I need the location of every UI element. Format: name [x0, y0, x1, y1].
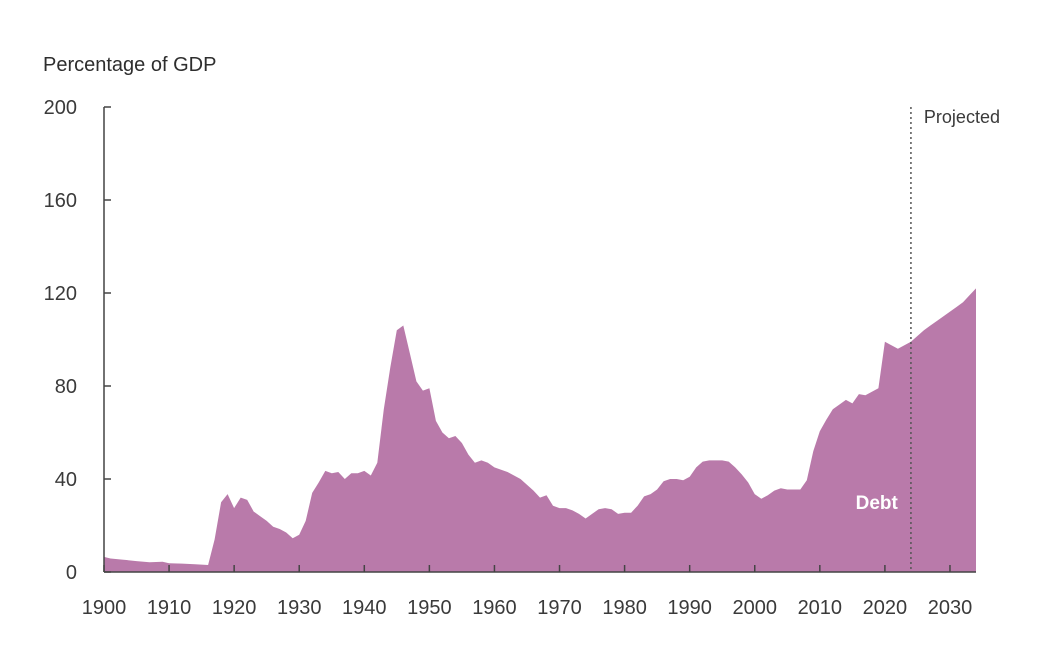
x-tick-label: 1930 [277, 597, 322, 619]
axis-layer [103, 107, 976, 573]
x-tick-label: 2000 [732, 597, 777, 619]
y-tick-label: 0 [66, 562, 77, 584]
annotation-layer: Projected Debt [856, 107, 1000, 572]
y-axis-title: Percentage of GDP [43, 54, 217, 76]
x-tick-label: 2020 [863, 597, 908, 619]
y-tick-label: 160 [44, 190, 77, 212]
x-tick-label: 1950 [407, 597, 452, 619]
x-tick-label: 2030 [928, 597, 973, 619]
x-tick-label: 1960 [472, 597, 517, 619]
y-tick-label: 200 [44, 97, 77, 119]
series-label-debt: Debt [856, 493, 899, 514]
x-tick-label: 1920 [212, 597, 257, 619]
y-tick-label: 40 [55, 469, 77, 491]
x-tick-label: 1910 [147, 597, 192, 619]
debt-area [104, 288, 976, 572]
x-tick-label: 1990 [667, 597, 712, 619]
x-tick-label: 1900 [82, 597, 127, 619]
y-tick-label: 120 [44, 283, 77, 305]
x-tick-label: 1970 [537, 597, 582, 619]
y-tick-layer: 0 40 80 120 160 200 [44, 97, 111, 584]
projected-label: Projected [924, 107, 1000, 127]
y-tick-label: 80 [55, 376, 77, 398]
area-layer [104, 288, 976, 572]
x-tick-label: 2010 [798, 597, 843, 619]
x-tick-label: 1980 [602, 597, 647, 619]
x-tick-layer: 1900 1910 1920 1930 1940 1950 1960 1970 1980 1990… [82, 565, 972, 619]
x-tick-label: 1940 [342, 597, 387, 619]
